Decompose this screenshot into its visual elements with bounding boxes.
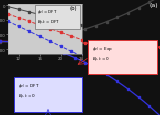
Text: $B_{p,k}$ = 0: $B_{p,k}$ = 0 xyxy=(92,55,110,63)
Text: $\phi_{el}$ = Exp: $\phi_{el}$ = Exp xyxy=(92,44,113,52)
Text: (a): (a) xyxy=(150,3,158,8)
Text: (b): (b) xyxy=(69,6,77,11)
FancyBboxPatch shape xyxy=(35,6,80,30)
FancyBboxPatch shape xyxy=(14,77,82,112)
Text: $B_{p,k}$ = 0: $B_{p,k}$ = 0 xyxy=(18,91,37,100)
Text: $\phi_{el}$ = DFT: $\phi_{el}$ = DFT xyxy=(18,81,40,89)
FancyBboxPatch shape xyxy=(88,40,157,75)
Text: $\phi_{el}$ = DFT: $\phi_{el}$ = DFT xyxy=(37,8,58,16)
Text: $B_{p,k}$ = DFT: $B_{p,k}$ = DFT xyxy=(37,17,60,26)
